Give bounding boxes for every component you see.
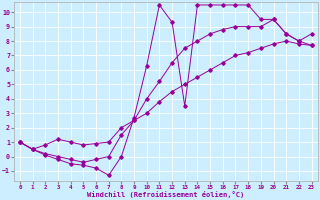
- X-axis label: Windchill (Refroidissement éolien,°C): Windchill (Refroidissement éolien,°C): [87, 191, 244, 198]
